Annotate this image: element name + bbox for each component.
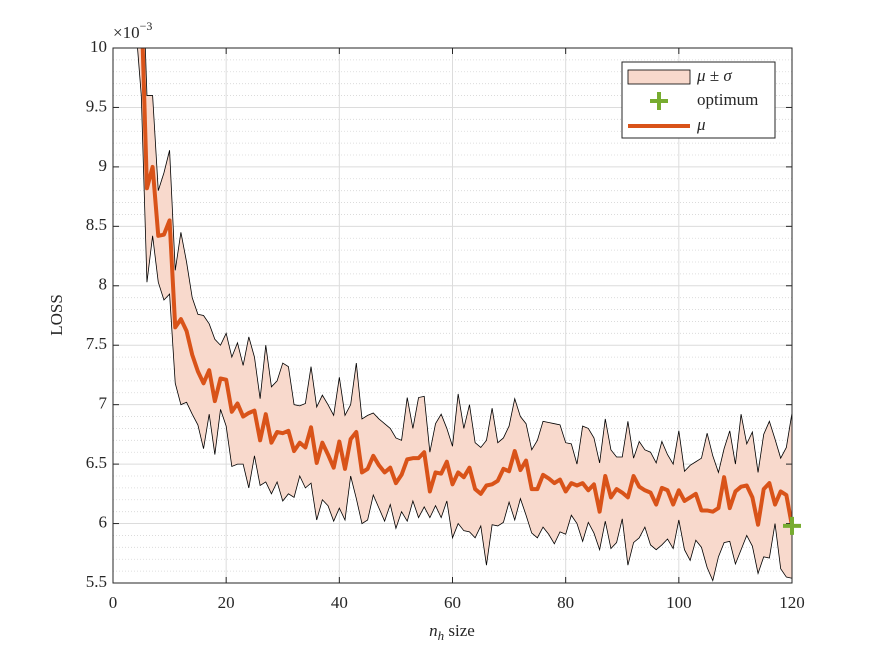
y-multiplier: ×10−3 bbox=[113, 19, 152, 42]
x-tick-label: 100 bbox=[666, 593, 692, 612]
optimum-marker bbox=[783, 516, 801, 535]
y-tick-label: 9 bbox=[99, 156, 108, 175]
x-tick-label: 60 bbox=[444, 593, 461, 612]
legend: μ ± σ optimum μ bbox=[621, 61, 776, 139]
x-tick-label: 20 bbox=[218, 593, 235, 612]
legend-swatch bbox=[627, 69, 691, 85]
y-tick-label: 6 bbox=[99, 512, 108, 531]
y-axis-label: LOSS bbox=[47, 294, 66, 336]
band-upper-edge bbox=[144, 48, 792, 474]
y-tick-label: 7 bbox=[99, 394, 108, 413]
multiplier-exponent: −3 bbox=[140, 19, 153, 33]
y-tick-label: 10 bbox=[90, 37, 107, 56]
x-tick-label: 0 bbox=[109, 593, 118, 612]
multiplier-base: ×10 bbox=[113, 23, 140, 42]
x-tick-label: 120 bbox=[779, 593, 805, 612]
y-tick-label: 8.5 bbox=[86, 215, 107, 234]
x-label-subscript: h bbox=[438, 628, 445, 643]
x-tick-label: 80 bbox=[557, 593, 574, 612]
y-tick-label: 7.5 bbox=[86, 334, 107, 353]
mean-line bbox=[140, 48, 792, 527]
plot bbox=[137, 48, 792, 582]
x-label-rest: size bbox=[444, 621, 475, 640]
x-axis-label: nh size bbox=[429, 621, 475, 643]
legend-marker bbox=[650, 92, 668, 110]
legend-label: μ ± σ bbox=[696, 66, 732, 85]
y-tick-label: 8 bbox=[99, 275, 108, 294]
x-tick-label: 40 bbox=[331, 593, 348, 612]
band-area bbox=[137, 48, 792, 581]
legend-label: optimum bbox=[697, 90, 758, 109]
y-tick-label: 6.5 bbox=[86, 453, 107, 472]
y-tick-label: 9.5 bbox=[86, 96, 107, 115]
x-label-base: n bbox=[429, 621, 438, 640]
band-lower-edge bbox=[137, 48, 792, 582]
legend-label: μ bbox=[696, 115, 706, 134]
y-tick-label: 5.5 bbox=[86, 572, 107, 591]
